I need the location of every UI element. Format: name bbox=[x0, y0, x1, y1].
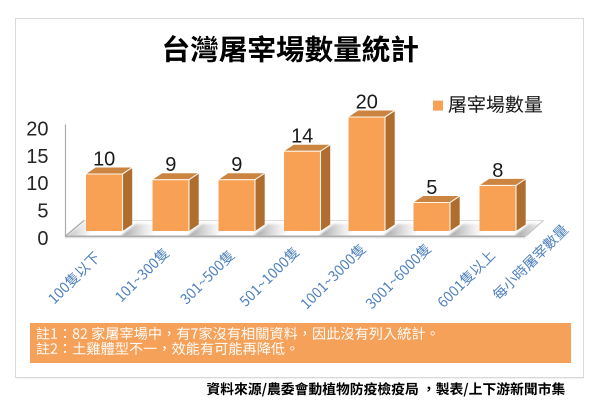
svg-text:15: 15 bbox=[26, 146, 48, 168]
svg-text:9: 9 bbox=[165, 154, 176, 176]
svg-text:10: 10 bbox=[26, 173, 48, 195]
svg-text:0: 0 bbox=[37, 228, 48, 250]
svg-text:14: 14 bbox=[291, 126, 313, 148]
svg-text:5: 5 bbox=[426, 177, 437, 199]
svg-text:20: 20 bbox=[26, 118, 48, 140]
svg-text:10: 10 bbox=[93, 149, 115, 171]
svg-text:20: 20 bbox=[356, 92, 378, 114]
svg-text:9: 9 bbox=[231, 154, 242, 176]
svg-text:5: 5 bbox=[37, 201, 48, 223]
svg-text:8: 8 bbox=[492, 160, 503, 182]
